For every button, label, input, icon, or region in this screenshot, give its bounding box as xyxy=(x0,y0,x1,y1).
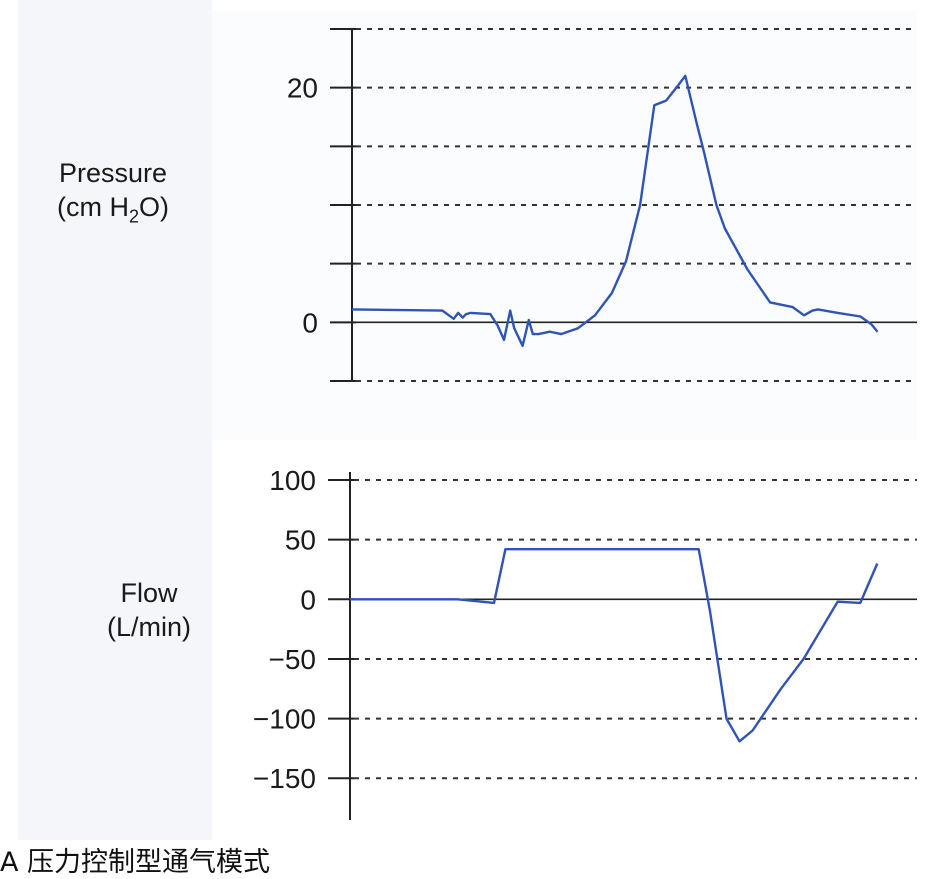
pressure-axis-label-subscript: 2 xyxy=(128,206,139,227)
pressure-axis-label-tail: O) xyxy=(139,192,169,222)
flow-waveform-line xyxy=(350,548,879,743)
flow-axis-label-line2: (L/min) xyxy=(106,612,191,642)
pressure-axis-label-line1: Pressure xyxy=(58,158,168,188)
flow-y-tick-label: 50 xyxy=(285,525,316,556)
figure-caption: A 压力控制型通气模式 xyxy=(0,847,271,878)
pressure-axis-label: Pressure (cm H2O) xyxy=(18,156,208,233)
flow-y-tick-label: 0 xyxy=(300,584,316,615)
flow-axis-label-line1: Flow xyxy=(120,578,178,608)
flow-y-tick-label: 100 xyxy=(269,465,316,496)
pressure-y-tick-label: 20 xyxy=(287,73,318,104)
flow-axis-label: Flow (L/min) xyxy=(54,576,244,644)
flow-y-tick-label: −50 xyxy=(269,644,317,675)
pressure-axis-label-line2: (cm H2O) xyxy=(18,190,208,233)
flow-y-tick-label: −150 xyxy=(253,763,316,794)
background-panel-plot xyxy=(212,10,917,440)
pressure-y-tick-label: 0 xyxy=(302,307,318,338)
pressure-axis-label-unit: (cm H xyxy=(57,192,129,222)
background-panel xyxy=(18,0,212,840)
flow-y-tick-label: −100 xyxy=(253,704,316,735)
pressure-waveform-line xyxy=(351,74,879,347)
